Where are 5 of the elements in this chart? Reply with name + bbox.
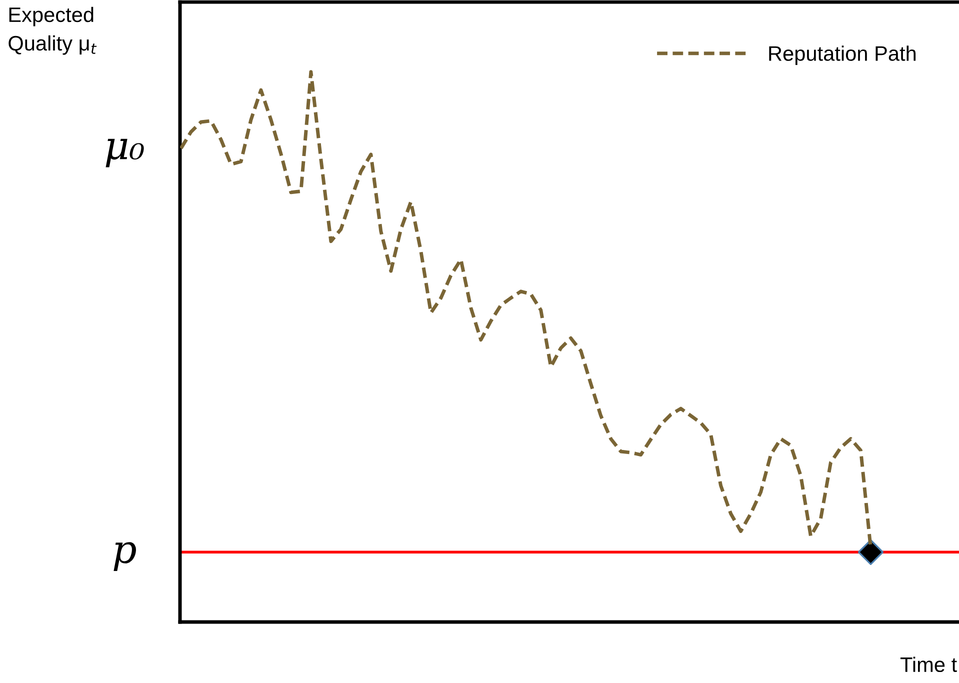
x-axis-title: Time t (900, 656, 957, 672)
text: μ₀ (106, 138, 144, 168)
legend-label: Reputation Path (769, 46, 916, 66)
y-axis-title: Expected Quality μ$_{t}$ (8, 6, 97, 55)
ref-line-label: p (114, 542, 136, 571)
